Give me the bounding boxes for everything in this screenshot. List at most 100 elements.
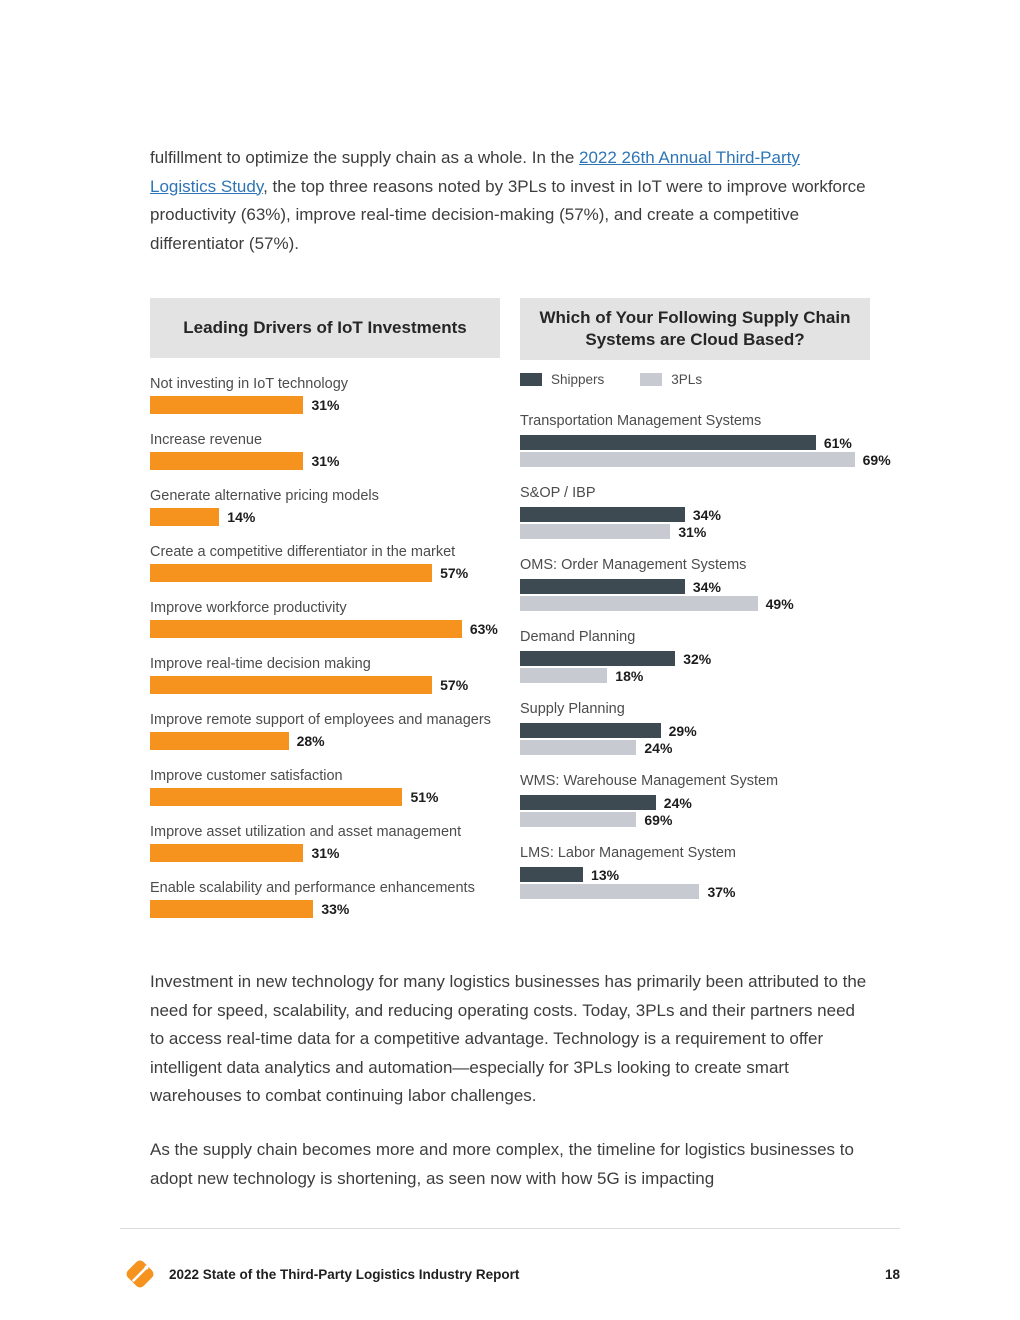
shippers-bar [520, 795, 656, 810]
iot-bar-label: Improve workforce productivity [150, 600, 347, 616]
iot-bar-row: Improve customer satisfaction 51% [150, 767, 515, 806]
supply-chain-paragraph: As the supply chain becomes more and mor… [150, 1140, 854, 1188]
iot-bar [150, 620, 462, 638]
shippers-bar [520, 651, 676, 666]
intro-text-pre: fulfillment to optimize the supply chain… [150, 148, 580, 167]
pls-bar [520, 812, 637, 827]
iot-bar-value: 33% [321, 901, 350, 917]
cloud-bar-label: S&OP / IBP [520, 485, 596, 501]
shippers-barline: 34% [520, 507, 895, 523]
cloud-bar-label: Demand Planning [520, 629, 636, 645]
pls-barline: 18% [520, 667, 895, 684]
iot-chart-rows: Not investing in IoT technology 31% Increa… [150, 375, 515, 918]
iot-bar [150, 676, 433, 694]
iot-bar-row: Improve real-time decision making 57% [150, 655, 515, 694]
shippers-legend-label: Shippers [551, 372, 605, 387]
shippers-barline: 24% [520, 795, 895, 811]
iot-bar-row: Improve remote support of employees and … [150, 711, 515, 750]
iot-investments-chart: Not investing in IoT technology 31% Increa… [150, 375, 515, 935]
iot-bar-row: Increase revenue 31% [150, 431, 515, 470]
iot-barline: 14% [150, 508, 515, 526]
cloud-bar-group: WMS: Warehouse Management System 24% 69% [520, 772, 895, 828]
iot-bar-value: 28% [296, 733, 325, 749]
intro-paragraph: fulfillment to optimize the supply chain… [150, 144, 866, 258]
iot-bar-value: 57% [440, 677, 469, 693]
shippers-legend-swatch [520, 373, 542, 386]
iot-barline: 28% [150, 732, 515, 750]
shippers-bar [520, 579, 685, 594]
cloud-systems-chart: Shippers 3PLs Transportation Management … [520, 372, 895, 916]
iot-bar [150, 508, 220, 526]
iot-barline: 57% [150, 676, 515, 694]
iot-bar-row: Generate alternative pricing models 14% [150, 487, 515, 526]
iot-bar-label: Improve asset utilization and asset mana… [150, 824, 462, 840]
shippers-bar [520, 507, 685, 522]
pls-bar [520, 596, 758, 611]
iot-bar-label: Not investing in IoT technology [150, 376, 349, 392]
pls-bar-value: 31% [678, 523, 707, 540]
pls-barline: 37% [520, 883, 895, 900]
pls-bar-value: 18% [615, 667, 644, 684]
shippers-barline: 32% [520, 651, 895, 667]
iot-bar-value: 31% [311, 397, 340, 413]
iot-bar-label: Improve real-time decision making [150, 656, 371, 672]
iot-chart-title: Leading Drivers of IoT Investments [150, 298, 500, 358]
cloud-bar-group: Demand Planning 32% 18% [520, 628, 895, 684]
pls-bar [520, 524, 671, 539]
pls-bar [520, 740, 637, 755]
iot-bar-label: Enable scalability and performance enhan… [150, 880, 475, 896]
cloud-bar-label: OMS: Order Management Systems [520, 557, 747, 573]
shippers-bar-value: 61% [823, 434, 852, 451]
iot-bar-row: Improve workforce productivity 63% [150, 599, 515, 638]
pls-bar-value: 69% [644, 811, 673, 828]
cloud-bar-group: Transportation Management Systems 61% 69% [520, 412, 895, 468]
iot-bar [150, 844, 304, 862]
pls-barline: 49% [520, 595, 895, 612]
iot-bar-label: Improve customer satisfaction [150, 768, 343, 784]
shippers-barline: 29% [520, 723, 895, 739]
iot-barline: 51% [150, 788, 515, 806]
intro-text-post: , the top three reasons noted by 3PLs to… [150, 176, 866, 253]
pls-bar-value: 24% [644, 739, 673, 756]
iot-barline: 33% [150, 900, 515, 918]
iot-bar [150, 732, 289, 750]
iot-barline: 31% [150, 396, 515, 414]
pls-bar-value: 49% [765, 595, 794, 612]
shippers-bar [520, 723, 661, 738]
cloud-bar-label: LMS: Labor Management System [520, 845, 736, 861]
iot-bar [150, 788, 403, 806]
iot-bar [150, 396, 304, 414]
iot-bar-label: Increase revenue [150, 432, 263, 448]
pls-barline: 69% [520, 451, 895, 468]
iot-bar-label: Generate alternative pricing models [150, 488, 379, 504]
iot-bar-value: 14% [227, 509, 256, 525]
iot-bar-row: Enable scalability and performance enhan… [150, 879, 515, 918]
iot-bar-label: Improve remote support of employees and … [150, 712, 491, 728]
pls-bar-value: 69% [862, 451, 891, 468]
cloud-bar-label: Transportation Management Systems [520, 413, 762, 429]
shippers-bar-value: 34% [692, 578, 721, 595]
pls-legend-label: 3PLs [671, 372, 703, 387]
investment-paragraph: Investment in new technology for many lo… [150, 972, 867, 1105]
iot-bar [150, 900, 314, 918]
pls-barline: 24% [520, 739, 895, 756]
cloud-bar-group: Supply Planning 29% 24% [520, 700, 895, 756]
annual-study-link[interactable]: 2022 26th Annual Third-Party Logistics S… [150, 148, 800, 196]
iot-barline: 31% [150, 452, 515, 470]
iot-bar-value: 57% [440, 565, 469, 581]
footer: 2022 State of the Third-Party Logistics … [120, 1252, 900, 1296]
iot-barline: 31% [150, 844, 515, 862]
shippers-bar [520, 867, 584, 882]
cloud-chart-rows: Transportation Management Systems 61% 69% S… [520, 412, 895, 900]
shippers-bar-value: 13% [591, 866, 620, 883]
pls-barline: 31% [520, 523, 895, 540]
iot-bar-value: 51% [410, 789, 439, 805]
iot-bar [150, 564, 433, 582]
pls-bar-value: 37% [707, 883, 736, 900]
cloud-chart-title: Which of Your Following Supply Chain Sys… [520, 298, 870, 360]
pls-bar [520, 452, 855, 467]
iot-barline: 63% [150, 620, 515, 638]
iot-bar [150, 452, 304, 470]
shippers-bar [520, 435, 816, 450]
pls-legend-swatch [640, 373, 663, 386]
